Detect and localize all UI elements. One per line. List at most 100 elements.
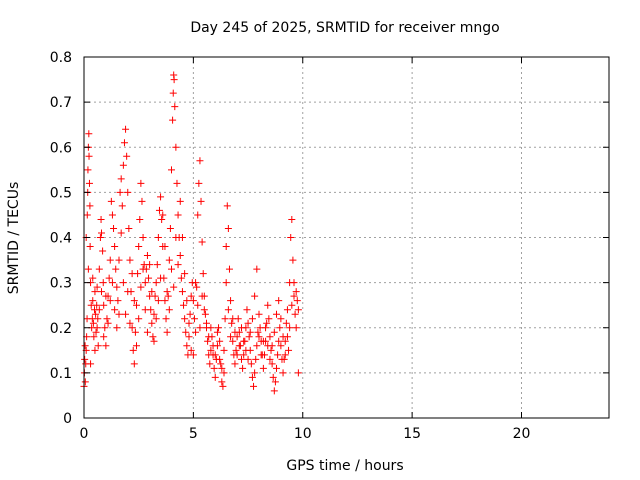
- data-point: [89, 274, 97, 282]
- data-point: [119, 279, 127, 287]
- data-point: [110, 224, 118, 232]
- data-point: [207, 346, 215, 354]
- data-point: [101, 324, 109, 332]
- data-point: [239, 364, 247, 372]
- data-point: [242, 346, 250, 354]
- data-point: [231, 360, 239, 368]
- data-point: [117, 229, 125, 237]
- y-tick-label: 0.6: [50, 140, 72, 156]
- data-point: [115, 310, 123, 318]
- data-point: [201, 310, 209, 318]
- data-point: [253, 342, 261, 350]
- data-point: [252, 355, 260, 363]
- data-point: [203, 319, 210, 327]
- y-tick-label: 0.4: [50, 231, 72, 247]
- data-point: [170, 283, 178, 291]
- data-point: [287, 234, 295, 241]
- data-point: [115, 256, 123, 264]
- data-point: [116, 188, 124, 196]
- data-point: [119, 161, 127, 169]
- data-point: [289, 256, 297, 264]
- data-point: [93, 283, 101, 291]
- data-point: [219, 382, 227, 390]
- data-point: [104, 319, 112, 327]
- data-point: [290, 292, 298, 300]
- data-point: [246, 328, 254, 336]
- x-tick-label: 15: [403, 426, 421, 442]
- data-point: [244, 355, 252, 363]
- data-point: [93, 301, 101, 309]
- data-point: [229, 315, 237, 323]
- data-point: [197, 197, 205, 205]
- data-point: [141, 306, 149, 314]
- data-point: [259, 364, 267, 372]
- data-point: [210, 364, 218, 372]
- data-point: [158, 215, 166, 223]
- data-point: [279, 369, 287, 377]
- data-point: [148, 319, 156, 327]
- data-point: [111, 243, 119, 251]
- data-point: [292, 288, 300, 296]
- data-point: [138, 197, 146, 205]
- data-point: [282, 319, 290, 327]
- y-tick-label: 0.1: [50, 366, 72, 382]
- data-point: [255, 333, 263, 341]
- data-point: [157, 193, 165, 201]
- data-point: [288, 215, 296, 223]
- data-point: [178, 288, 186, 296]
- data-point: [113, 283, 121, 291]
- data-point: [224, 224, 232, 232]
- data-point: [95, 265, 103, 273]
- data-point: [229, 337, 237, 345]
- data-point: [189, 351, 197, 359]
- data-point: [192, 279, 200, 287]
- data-point: [245, 333, 253, 341]
- data-point: [129, 346, 137, 354]
- chart-title: Day 245 of 2025, SRMTID for receiver mng…: [190, 20, 499, 36]
- data-point: [228, 319, 236, 327]
- data-point: [85, 130, 93, 138]
- data-point: [215, 324, 223, 332]
- data-point: [100, 301, 108, 309]
- data-point: [105, 274, 113, 282]
- data-point: [240, 351, 248, 359]
- data-point: [251, 369, 259, 377]
- data-point: [161, 243, 169, 251]
- data-point: [174, 261, 182, 269]
- data-point: [294, 369, 302, 377]
- data-point: [248, 315, 256, 323]
- data-point: [194, 211, 202, 219]
- data-point: [137, 283, 145, 291]
- data-point: [145, 274, 153, 282]
- data-point: [169, 89, 177, 97]
- x-axis-label: GPS time / hours: [286, 458, 403, 474]
- data-point: [194, 301, 202, 309]
- data-point: [174, 211, 182, 219]
- data-point: [274, 351, 282, 359]
- data-point: [131, 328, 139, 336]
- data-point: [176, 197, 184, 205]
- data-point: [165, 256, 173, 264]
- data-point: [186, 310, 194, 318]
- data-point: [111, 306, 119, 314]
- data-point: [264, 301, 272, 309]
- data-point: [84, 166, 92, 174]
- data-point: [168, 265, 175, 273]
- y-tick-label: 0.5: [50, 185, 72, 201]
- data-point: [172, 143, 180, 151]
- data-point: [176, 252, 184, 260]
- data-point: [102, 292, 110, 300]
- data-point: [220, 369, 228, 377]
- data-point: [199, 270, 207, 278]
- data-point: [155, 206, 163, 214]
- data-point: [244, 319, 252, 327]
- data-point: [150, 337, 158, 345]
- data-point: [233, 351, 241, 359]
- data-point: [133, 301, 140, 309]
- data-point: [113, 324, 121, 332]
- data-point: [102, 342, 110, 350]
- data-point: [187, 346, 195, 354]
- data-point: [168, 166, 175, 174]
- data-point: [182, 328, 190, 336]
- data-point: [178, 234, 186, 241]
